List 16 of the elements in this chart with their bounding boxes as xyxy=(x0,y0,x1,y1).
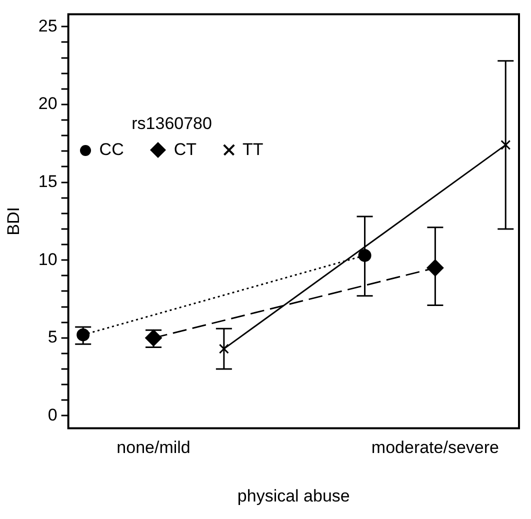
y-tick-label: 0 xyxy=(48,405,58,424)
x-axis-title: physical abuse xyxy=(237,486,350,506)
y-tick-label: 25 xyxy=(38,16,58,36)
x-tick-label: none/mild xyxy=(116,438,190,458)
y-tick-label: 5 xyxy=(48,328,58,347)
y-tick-label: 15 xyxy=(38,172,58,191)
y-tick-label: 20 xyxy=(38,94,58,114)
legend-label: CC xyxy=(99,140,124,160)
point xyxy=(500,140,511,150)
legend-label: TT xyxy=(242,140,264,160)
x-tick-label: moderate/severe xyxy=(371,438,499,458)
point xyxy=(218,344,229,354)
y-tick-label: 10 xyxy=(38,250,58,269)
legend-label: CT xyxy=(174,140,197,160)
y-axis-title: BDI xyxy=(4,207,23,236)
legend-title: rs1360780 xyxy=(130,114,213,134)
